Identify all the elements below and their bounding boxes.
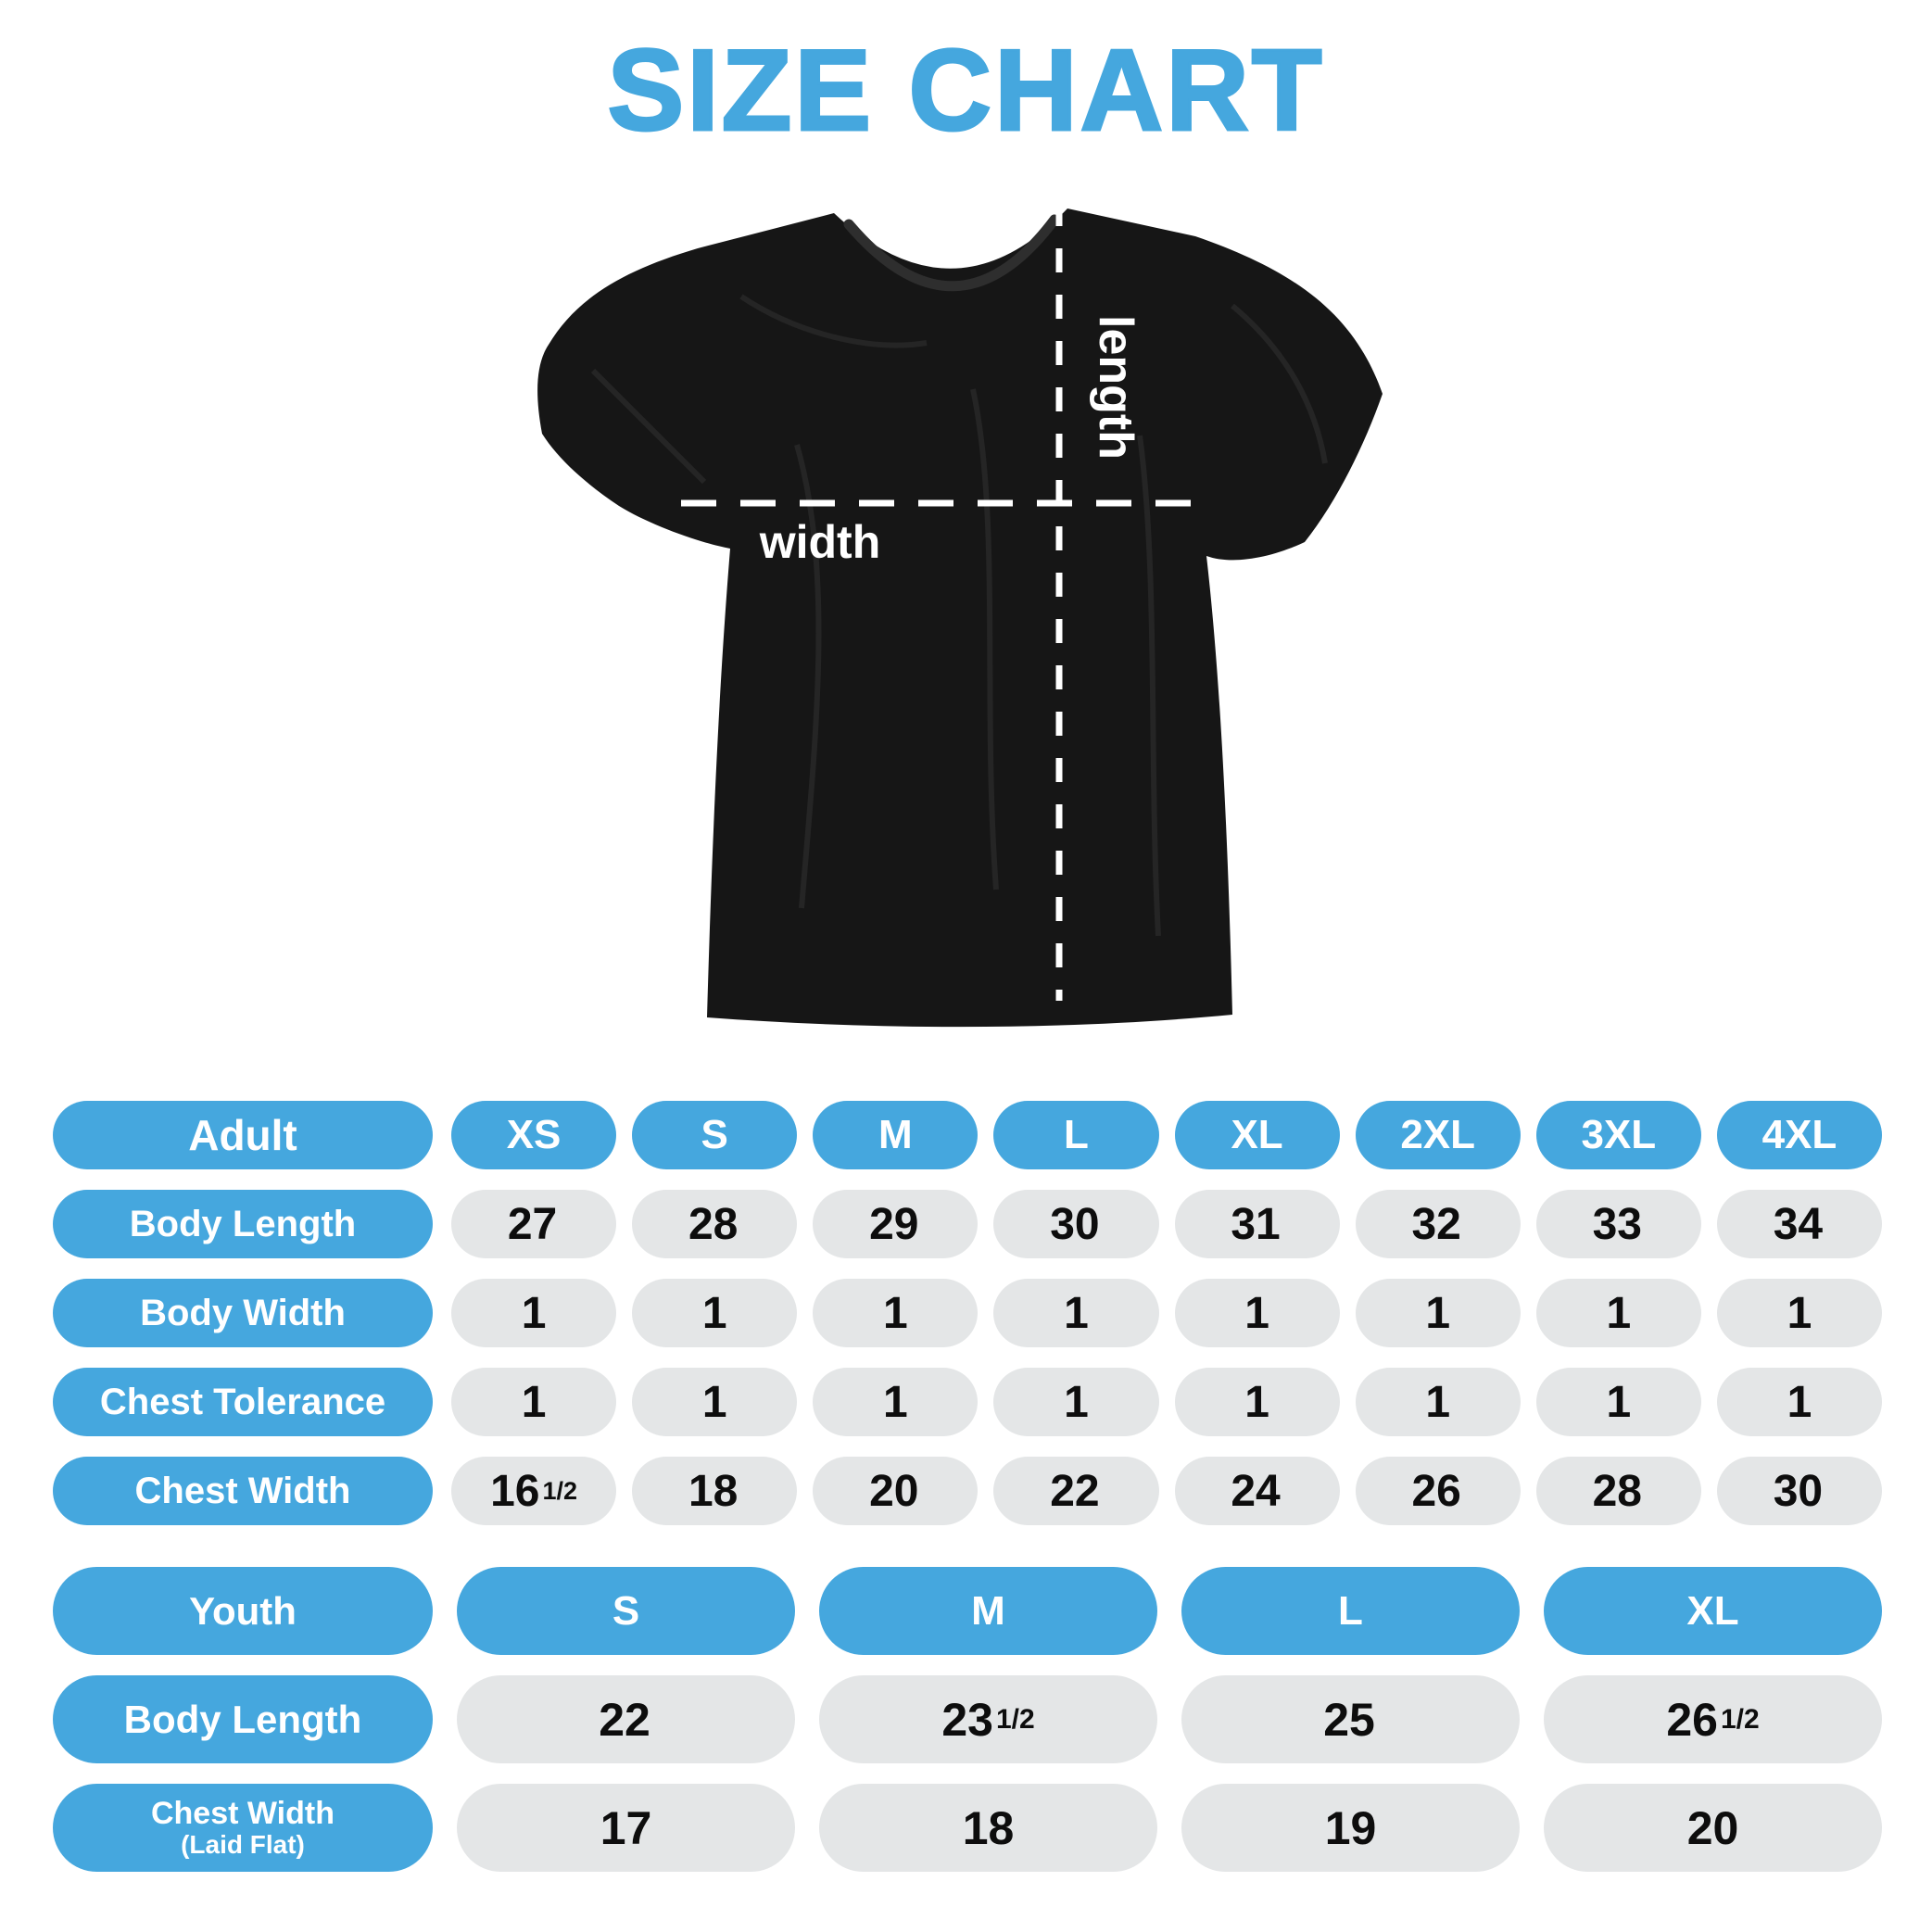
value-cell: 27 bbox=[451, 1190, 617, 1258]
value-cell: 30 bbox=[993, 1190, 1159, 1258]
value-cell: 29 bbox=[813, 1190, 979, 1258]
adult-col-m: M bbox=[813, 1101, 979, 1169]
adult-chest-tolerance-row: Chest Tolerance 1 1 1 1 1 1 1 1 bbox=[53, 1368, 1882, 1436]
value-cell: 1 bbox=[1355, 1279, 1521, 1347]
value-cell: 1 bbox=[813, 1279, 979, 1347]
value-cell: 1 bbox=[1716, 1279, 1882, 1347]
row-label: Chest Width (Laid Flat) bbox=[53, 1784, 433, 1872]
adult-col-2xl: 2XL bbox=[1355, 1101, 1521, 1169]
adult-col-xs: XS bbox=[451, 1101, 617, 1169]
adult-col-xl: XL bbox=[1174, 1101, 1340, 1169]
value-cell: 28 bbox=[1535, 1457, 1701, 1525]
value-cell: 32 bbox=[1355, 1190, 1521, 1258]
youth-table-title: Youth bbox=[53, 1567, 433, 1655]
value-cell: 1 bbox=[1174, 1368, 1340, 1436]
value-cell: 23 1/2 bbox=[819, 1675, 1157, 1763]
adult-col-3xl: 3XL bbox=[1535, 1101, 1701, 1169]
value-cell: 1 bbox=[1355, 1368, 1521, 1436]
width-label: width bbox=[759, 516, 881, 568]
value-cell: 16 1/2 bbox=[451, 1457, 617, 1525]
tshirt-silhouette bbox=[537, 208, 1383, 1028]
value-cell: 26 bbox=[1355, 1457, 1521, 1525]
value-cell: 1 bbox=[813, 1368, 979, 1436]
value-cell: 24 bbox=[1174, 1457, 1340, 1525]
value-cell: 1 bbox=[632, 1368, 798, 1436]
value-cell: 20 bbox=[1544, 1784, 1882, 1872]
youth-col-m: M bbox=[819, 1567, 1157, 1655]
youth-col-l: L bbox=[1181, 1567, 1520, 1655]
row-label: Body Width bbox=[53, 1279, 433, 1347]
adult-col-l: L bbox=[993, 1101, 1159, 1169]
value-cell: 25 bbox=[1181, 1675, 1520, 1763]
value-cell: 1 bbox=[451, 1368, 617, 1436]
value-cell: 1 bbox=[1174, 1279, 1340, 1347]
value-cell: 33 bbox=[1535, 1190, 1701, 1258]
value-cell: 1 bbox=[451, 1279, 617, 1347]
adult-header-row: Adult XS S M L XL 2XL 3XL 4XL bbox=[53, 1101, 1882, 1169]
length-label: length bbox=[1089, 315, 1143, 460]
value-cell: 1 bbox=[1716, 1368, 1882, 1436]
youth-chest-width-row: Chest Width (Laid Flat) 17 18 19 20 bbox=[53, 1784, 1882, 1872]
row-label: Chest Tolerance bbox=[53, 1368, 433, 1436]
value-cell: 1 bbox=[632, 1279, 798, 1347]
value-cell: 19 bbox=[1181, 1784, 1520, 1872]
youth-col-xl: XL bbox=[1544, 1567, 1882, 1655]
value-cell: 28 bbox=[632, 1190, 798, 1258]
adult-col-s: S bbox=[632, 1101, 798, 1169]
value-cell: 1 bbox=[1535, 1279, 1701, 1347]
adult-body-width-row: Body Width 1 1 1 1 1 1 1 1 bbox=[53, 1279, 1882, 1347]
value-cell: 22 bbox=[457, 1675, 795, 1763]
value-cell: 18 bbox=[632, 1457, 798, 1525]
value-cell: 34 bbox=[1716, 1190, 1882, 1258]
value-cell: 20 bbox=[813, 1457, 979, 1525]
adult-table-title: Adult bbox=[53, 1101, 433, 1169]
adult-chest-width-row: Chest Width 16 1/2 18 20 22 24 26 28 30 bbox=[53, 1457, 1882, 1525]
value-cell: 26 1/2 bbox=[1544, 1675, 1882, 1763]
value-cell: 30 bbox=[1716, 1457, 1882, 1525]
value-cell: 1 bbox=[993, 1368, 1159, 1436]
row-label: Body Length bbox=[53, 1675, 433, 1763]
value-cell: 18 bbox=[819, 1784, 1157, 1872]
youth-size-table: Youth S M L XL Body Length 22 23 1/2 25 2… bbox=[53, 1567, 1882, 1892]
collar bbox=[843, 214, 1060, 292]
value-cell: 1 bbox=[993, 1279, 1159, 1347]
value-cell: 22 bbox=[993, 1457, 1159, 1525]
row-label: Body Length bbox=[53, 1190, 433, 1258]
youth-body-length-row: Body Length 22 23 1/2 25 26 1/2 bbox=[53, 1675, 1882, 1763]
adult-size-table: Adult XS S M L XL 2XL 3XL 4XL Body Lengt… bbox=[53, 1101, 1882, 1546]
adult-col-4xl: 4XL bbox=[1716, 1101, 1882, 1169]
youth-col-s: S bbox=[457, 1567, 795, 1655]
row-label: Chest Width bbox=[53, 1457, 433, 1525]
youth-header-row: Youth S M L XL bbox=[53, 1567, 1882, 1655]
value-cell: 31 bbox=[1174, 1190, 1340, 1258]
page-title: SIZE CHART bbox=[606, 26, 1325, 156]
value-cell: 1 bbox=[1535, 1368, 1701, 1436]
value-cell: 17 bbox=[457, 1784, 795, 1872]
adult-body-length-row: Body Length 27 28 29 30 31 32 33 34 bbox=[53, 1190, 1882, 1258]
